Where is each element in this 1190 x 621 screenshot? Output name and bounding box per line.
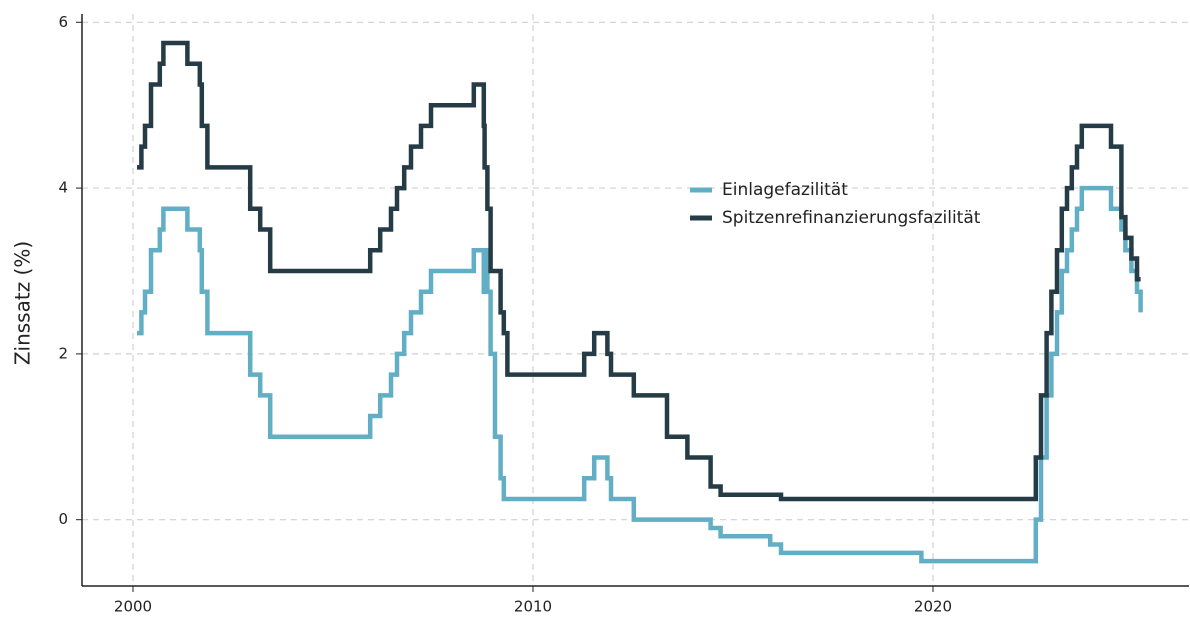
legend-label: Einlagefazilität (722, 180, 848, 200)
x-tick-label: 2010 (514, 598, 552, 616)
y-axis-label: Zinssatz (%) (11, 241, 35, 365)
x-tick-label: 2000 (114, 598, 152, 616)
y-tick-label: 2 (58, 344, 68, 362)
y-tick-label: 6 (58, 13, 68, 31)
series-line (137, 185, 1143, 564)
y-tick-label: 0 (58, 510, 68, 528)
y-tick-label: 4 (58, 179, 68, 197)
x-tick-label: 2020 (914, 598, 952, 616)
legend-label: Spitzenrefinanzierungsfazilität (722, 208, 981, 228)
series-line (137, 40, 1141, 502)
